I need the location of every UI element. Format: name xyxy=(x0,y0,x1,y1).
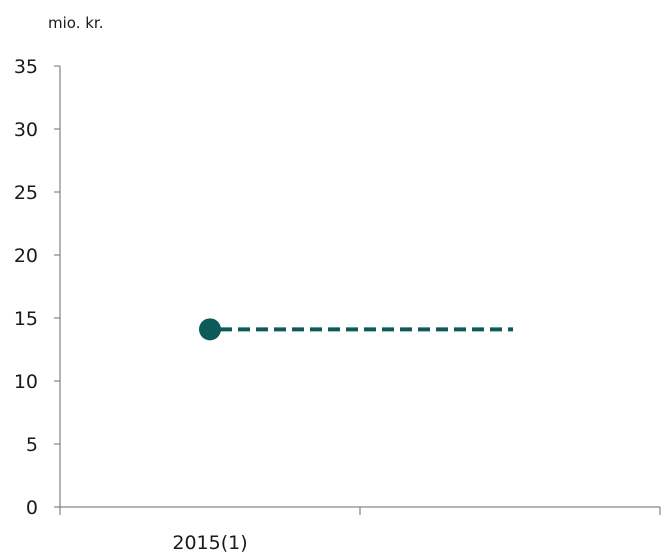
y-tick-label: 15 xyxy=(14,308,38,330)
y-tick-label: 35 xyxy=(14,56,38,78)
data-point-marker xyxy=(199,318,221,341)
x-tick-label: 2015(1) xyxy=(172,532,247,554)
y-tick-label: 20 xyxy=(14,245,38,267)
y-axis: 0 5 10 15 20 25 30 35 xyxy=(14,56,61,519)
y-axis-unit-label: mio. kr. xyxy=(48,14,103,32)
y-tick-label: 10 xyxy=(14,371,38,393)
series-layer xyxy=(199,318,513,341)
x-axis: 2015(1) xyxy=(59,506,661,554)
y-tick-label: 5 xyxy=(26,434,38,456)
y-tick-label: 30 xyxy=(14,119,38,141)
y-tick-label: 0 xyxy=(26,497,38,519)
y-tick-label: 25 xyxy=(14,182,38,204)
